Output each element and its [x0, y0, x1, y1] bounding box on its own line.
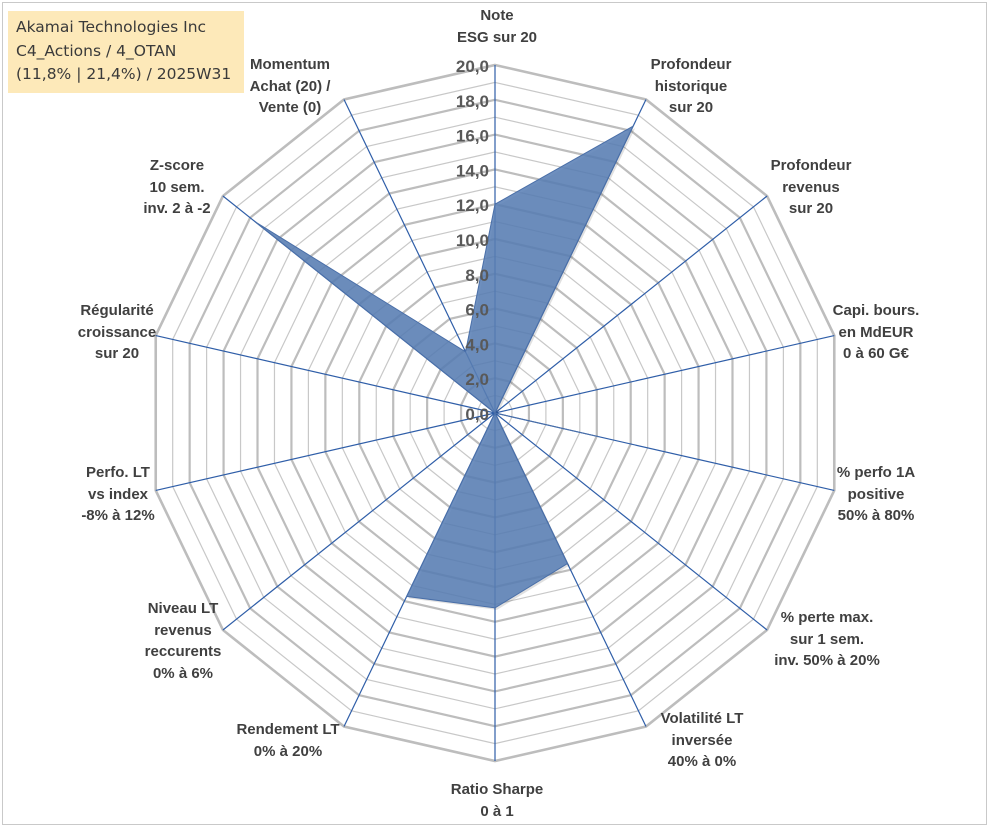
axis-label: Note ESG sur 20: [457, 5, 537, 48]
info-box: Akamai Technologies Inc C4_Actions / 4_O…: [8, 11, 244, 93]
performance-line: (11,8% | 21,4%) / 2025W31: [16, 65, 232, 83]
axis-label-line: 40% à 0%: [667, 753, 737, 770]
axis-spoke: [155, 334, 496, 414]
tick-label: 8,0: [465, 266, 489, 285]
axis-label-line: sur 20: [94, 345, 140, 362]
axis-label-line: Rendement LT: [236, 721, 340, 738]
axis-label: Z-score 10 sem. inv. 2 à -2: [143, 155, 210, 220]
tick-label: 4,0: [465, 335, 489, 354]
axis-spoke: [494, 195, 768, 414]
axis-label-line: inv. 2 à -2: [143, 200, 211, 217]
axis-label-line: Achat (20) /: [249, 77, 331, 95]
axis-label-line: en MdEUR: [838, 323, 914, 341]
axis-label: Régularité croissance sur 20: [78, 300, 156, 365]
axis-label: Niveau LT revenus reccurents 0% à 6%: [145, 598, 222, 684]
axis-label-line: Ratio Sharpe: [450, 781, 544, 798]
axis-label-line: historique: [654, 77, 728, 95]
axis-label-line: 10 sem.: [149, 178, 205, 196]
axis-label-line: Niveau LT: [147, 600, 219, 617]
axis-spoke: [155, 412, 496, 492]
axis-spoke: [222, 412, 496, 631]
axis-label-line: Momentum: [249, 56, 330, 73]
axis-label-line: 0% à 6%: [152, 664, 214, 682]
tick-label: 10,0: [456, 231, 489, 250]
tick-label: 6,0: [465, 301, 489, 320]
axis-label: Rendement LT 0% à 20%: [236, 719, 339, 762]
axis-label: Profondeur historique sur 20: [651, 54, 732, 119]
axis-label: % perte max. sur 1 sem. inv. 50% à 20%: [774, 607, 880, 672]
axis-label-line: Note: [480, 7, 514, 24]
axis-label-line: Capi. bours.: [832, 302, 920, 319]
axis-label-line: % perfo 1A: [836, 464, 916, 481]
axis-label-line: reccurents: [144, 643, 222, 660]
axis-label-line: Profondeur: [650, 56, 732, 73]
tick-label: 18,0: [456, 92, 489, 111]
axis-label: Profondeur revenus sur 20: [771, 155, 852, 220]
series-polygon: [255, 124, 635, 609]
axis-spoke: [494, 334, 835, 414]
axis-label-line: vs index: [87, 485, 149, 503]
axis-label-line: -8% à 12%: [81, 507, 155, 524]
axis-label-line: Vente (0): [258, 99, 322, 116]
company-name: Akamai Technologies Inc: [16, 18, 207, 36]
axis-label-line: 0 à 1: [480, 802, 514, 820]
axis-label-line: Profondeur: [770, 157, 852, 174]
axis-label-line: Z-score: [149, 157, 205, 174]
category-line: C4_Actions / 4_OTAN: [16, 41, 177, 60]
tick-label: 20,0: [456, 57, 489, 76]
axis-label: % perfo 1A positive 50% à 80%: [837, 462, 915, 527]
tick-label: 2,0: [465, 370, 489, 389]
axis-label-line: sur 20: [788, 200, 834, 217]
axis-label-line: inversée: [671, 731, 733, 749]
radar-series-area: [255, 124, 636, 610]
axis-label-line: 0% à 20%: [253, 742, 323, 760]
axis-label-line: Volatilité LT: [660, 710, 744, 727]
tick-label: 0,0: [465, 405, 489, 424]
axis-label-line: croissance: [77, 323, 157, 341]
axis-label-line: Perfo. LT: [86, 464, 150, 481]
tick-label: 12,0: [456, 196, 489, 215]
axis-label-line: 50% à 80%: [837, 507, 915, 524]
axis-label: Perfo. LT vs index -8% à 12%: [81, 462, 154, 527]
tick-label: 16,0: [456, 127, 489, 146]
axis-label: Momentum Achat (20) / Vente (0): [250, 54, 331, 119]
axis-label: Volatilité LT inversée 40% à 0%: [661, 708, 744, 773]
axis-label-line: % perte max.: [780, 609, 874, 626]
axis-label-line: positive: [847, 485, 905, 503]
axis-label-line: revenus: [782, 178, 840, 196]
axis-label-line: inv. 50% à 20%: [774, 652, 880, 669]
axis-spoke: [494, 412, 768, 631]
axis-label-line: sur 20: [668, 99, 714, 116]
axis-label-line: 0 à 60 G€: [843, 345, 909, 362]
axis-label: Ratio Sharpe 0 à 1: [451, 779, 544, 822]
axis-label-line: sur 1 sem.: [789, 630, 865, 648]
radial-tick-labels: 0,0 2,0 4,0 6,0 8,0 10,0 12,0 14,0 16,0 18,0 20,0: [456, 57, 489, 424]
axis-label-line: ESG sur 20: [456, 28, 538, 46]
axis-label-line: Régularité: [80, 302, 154, 319]
tick-label: 14,0: [456, 161, 489, 180]
axis-label: Capi. bours. en MdEUR 0 à 60 G€: [833, 300, 920, 365]
axis-label-line: revenus: [154, 621, 212, 639]
